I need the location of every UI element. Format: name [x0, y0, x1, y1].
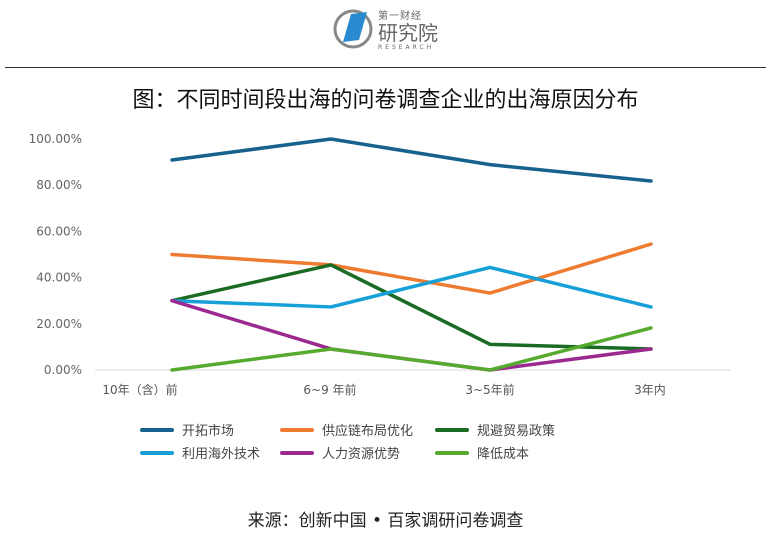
legend-swatch: [280, 450, 314, 455]
legend-swatch: [140, 450, 174, 455]
x-tick-label: 3~5年前: [465, 382, 514, 397]
legend-item: 人力资源优势: [280, 443, 400, 462]
logo-line1: 第一财经: [378, 11, 422, 22]
y-tick-label: 100.00%: [29, 132, 82, 146]
legend-swatch: [435, 450, 469, 455]
series-line-2: [170, 263, 653, 351]
legend-label: 降低成本: [477, 447, 530, 462]
header-divider: [5, 67, 766, 68]
logo-text: 第一财经 研究院 RESEARCH: [378, 7, 438, 51]
legend-label: 开拓市场: [182, 424, 235, 439]
logo-icon: [333, 9, 373, 49]
legend-swatch: [140, 427, 174, 432]
legend-item: 开拓市场: [140, 420, 234, 439]
legend-label: 利用海外技术: [182, 447, 261, 462]
series-line-5: [170, 326, 653, 372]
logo-line2: 研究院: [378, 21, 438, 45]
x-tick-label: 3年内: [634, 383, 666, 397]
legend-item: 降低成本: [435, 443, 529, 462]
legend-item: 规避贸易政策: [435, 420, 555, 439]
chart-title: 图：不同时间段出海的问卷调查企业的出海原因分布: [132, 88, 639, 113]
y-tick-label: 60.00%: [36, 224, 82, 238]
legend-label: 规避贸易政策: [477, 424, 556, 439]
y-tick-label: 40.00%: [36, 271, 82, 285]
logo-line3: RESEARCH: [378, 44, 435, 51]
series-line-1: [170, 242, 653, 295]
y-tick-label: 80.00%: [36, 178, 82, 192]
x-tick-label: 10年（含）前: [102, 382, 177, 397]
series-line-3: [170, 265, 653, 309]
legend-swatch: [435, 427, 469, 432]
legend-label: 人力资源优势: [322, 447, 401, 462]
legend-swatch: [280, 427, 314, 432]
legend-label: 供应链布局优化: [322, 424, 414, 439]
y-tick-label: 20.00%: [36, 317, 82, 331]
y-tick-label: 0.00%: [44, 363, 82, 377]
x-tick-label: 6~9 年前: [303, 382, 356, 397]
legend-item: 利用海外技术: [140, 443, 260, 462]
series-line-0: [170, 137, 653, 183]
legend-item: 供应链布局优化: [280, 420, 413, 439]
source-note: 来源：创新中国 • 百家调研问卷调查: [247, 511, 524, 531]
